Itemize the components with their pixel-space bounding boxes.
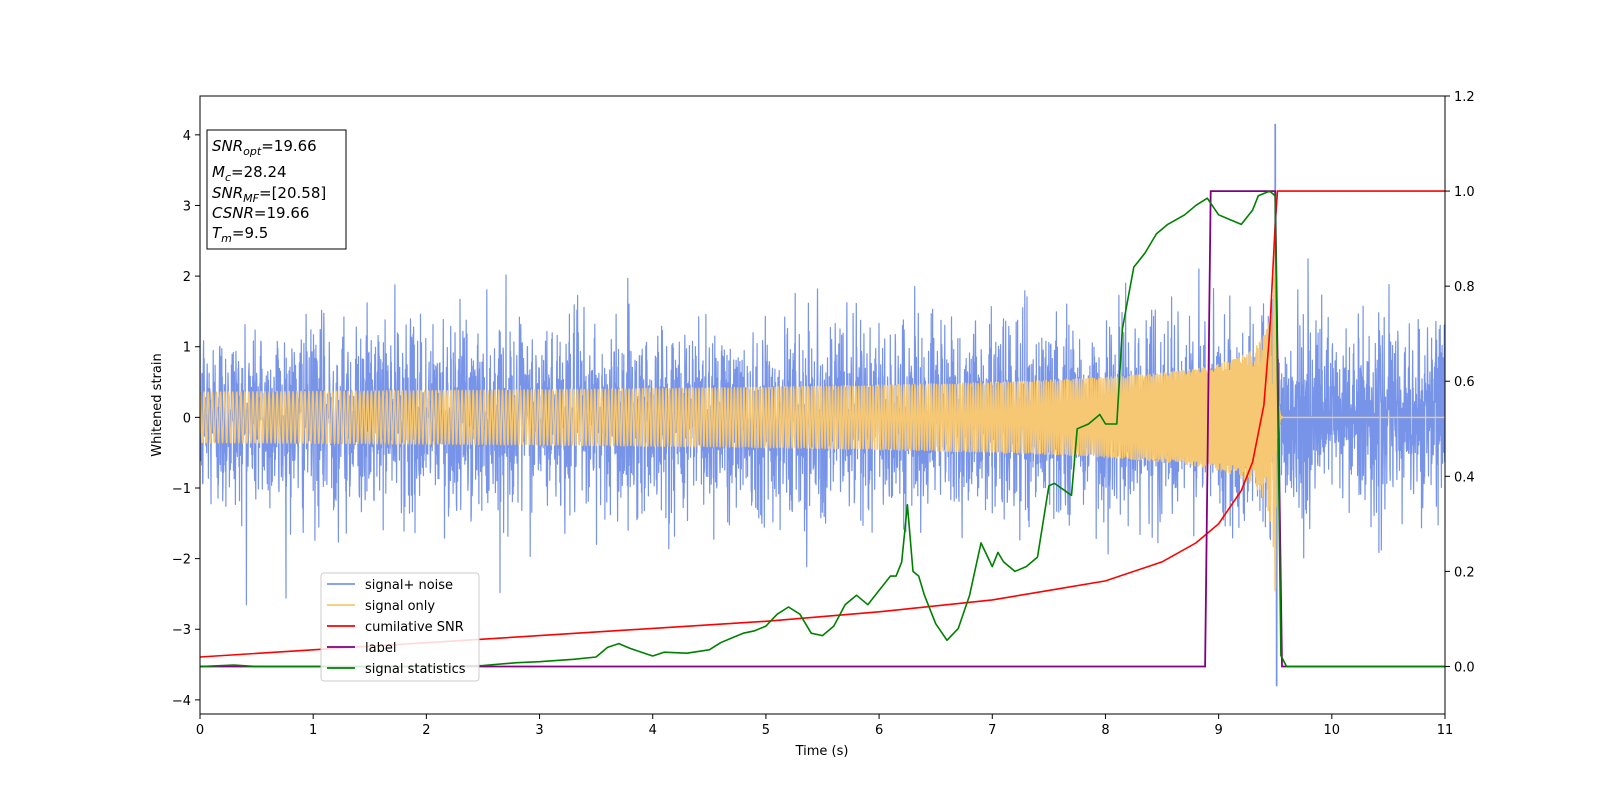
- y-right-tick-label: 0.0: [1454, 660, 1475, 675]
- info-mc: Mc=28.24: [212, 163, 287, 184]
- y-axis-left-ticks: −4 −3 −2 −1 0 1 2 3 4: [172, 129, 200, 709]
- y-right-tick-label: 0.6: [1454, 375, 1475, 390]
- y-left-tick-label: 1: [183, 341, 191, 356]
- info-box: SNRopt=19.66 Mc=28.24 SNRMF=[20.58] CSNR…: [206, 129, 347, 250]
- x-tick-label: 2: [422, 723, 430, 738]
- y-left-tick-label: −2: [172, 553, 191, 568]
- y-right-tick-label: 1.2: [1454, 90, 1475, 105]
- y-right-tick-label: 0.8: [1454, 280, 1475, 295]
- x-tick-label: 0: [196, 723, 204, 738]
- series-line-cumilative-snr: [200, 190, 1445, 658]
- y-axis-label: Whitened strain: [150, 353, 165, 456]
- y-right-tick-label: 0.2: [1454, 565, 1475, 580]
- legend-frame: [320, 572, 480, 682]
- x-tick-label: 3: [535, 723, 543, 738]
- x-tick-label: 1: [309, 723, 317, 738]
- x-axis-label: Time (s): [795, 744, 849, 759]
- legend-label-signal-statistics: signal statistics: [365, 662, 466, 677]
- y-left-tick-label: 3: [183, 199, 191, 214]
- series-line-signal-only: [200, 197, 1445, 592]
- y-left-tick-label: −4: [172, 694, 191, 709]
- series-line-signal-statistics: [200, 190, 1445, 668]
- x-tick-label: 7: [988, 723, 996, 738]
- y-left-tick-label: 2: [183, 270, 191, 285]
- axes-frame: [199, 95, 1446, 715]
- y-left-tick-label: 0: [183, 411, 191, 426]
- x-tick-label: 8: [1101, 723, 1109, 738]
- y-left-tick-label: 4: [183, 129, 191, 144]
- info-snr-opt: SNRopt=19.66: [212, 137, 317, 158]
- x-tick-label: 5: [762, 723, 770, 738]
- y-left-tick-label: −3: [172, 623, 191, 638]
- legend-label-signal-noise: signal+ noise: [365, 578, 453, 593]
- y-right-tick-label: 0.4: [1454, 470, 1475, 485]
- plot-area: [200, 123, 1445, 687]
- legend-label-cumilative-snr: cumilative SNR: [365, 620, 464, 635]
- info-tm: Tm=9.5: [212, 224, 268, 245]
- legend-label-label: label: [365, 641, 396, 656]
- x-tick-label: 6: [875, 723, 883, 738]
- x-tick-label: 11: [1437, 723, 1454, 738]
- y-axis-right-ticks: 0.0 0.2 0.4 0.6 0.8 1.0 1.2: [1445, 90, 1475, 675]
- x-tick-label: 9: [1214, 723, 1222, 738]
- legend: signal+ noise signal only cumilative SNR…: [320, 572, 480, 682]
- info-box-frame: [206, 129, 347, 250]
- y-right-tick-label: 1.0: [1454, 185, 1475, 200]
- x-tick-label: 4: [649, 723, 657, 738]
- y-left-tick-label: −1: [172, 482, 191, 497]
- x-tick-label: 10: [1324, 723, 1341, 738]
- x-axis-ticks: 0 1 2 3 4 5 6 7 8 9 10 11: [196, 714, 1453, 738]
- info-csnr: CSNR=19.66: [212, 204, 309, 222]
- legend-label-signal-only: signal only: [365, 599, 435, 614]
- info-snr-mf: SNRMF=[20.58]: [212, 184, 326, 205]
